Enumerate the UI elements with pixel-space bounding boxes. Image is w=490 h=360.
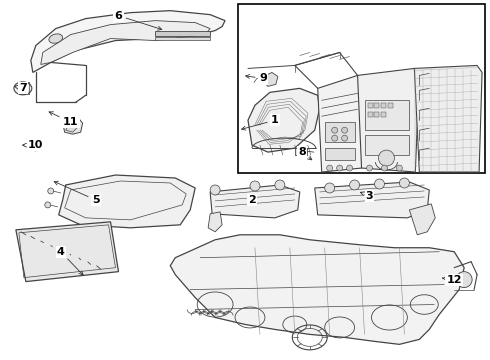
Polygon shape xyxy=(415,66,482,172)
Bar xyxy=(382,112,387,117)
Bar xyxy=(238,4,485,173)
Circle shape xyxy=(332,135,338,141)
Circle shape xyxy=(325,183,335,193)
Text: 12: 12 xyxy=(442,275,462,285)
Bar xyxy=(295,148,307,155)
Polygon shape xyxy=(16,222,119,282)
Text: 7: 7 xyxy=(15,84,27,93)
Text: 2: 2 xyxy=(248,195,256,205)
Polygon shape xyxy=(210,185,300,218)
Polygon shape xyxy=(358,68,419,172)
Circle shape xyxy=(378,150,394,166)
Polygon shape xyxy=(31,11,225,72)
Circle shape xyxy=(337,165,343,171)
Bar xyxy=(325,148,355,160)
Text: 5: 5 xyxy=(54,181,99,205)
Text: 4: 4 xyxy=(57,247,83,275)
Ellipse shape xyxy=(32,142,40,148)
Circle shape xyxy=(346,165,353,171)
Circle shape xyxy=(374,179,385,189)
Text: 6: 6 xyxy=(115,11,162,30)
Circle shape xyxy=(399,178,409,188)
Polygon shape xyxy=(409,204,435,235)
Bar xyxy=(325,122,355,142)
Circle shape xyxy=(396,165,402,171)
Circle shape xyxy=(250,181,260,191)
Polygon shape xyxy=(41,21,210,64)
Bar xyxy=(374,103,379,108)
Circle shape xyxy=(382,165,388,171)
Circle shape xyxy=(210,185,220,195)
Bar xyxy=(155,37,210,40)
Polygon shape xyxy=(315,182,429,218)
Bar xyxy=(365,100,409,130)
Polygon shape xyxy=(262,72,278,86)
Polygon shape xyxy=(63,118,83,134)
Polygon shape xyxy=(208,212,222,232)
Text: 11: 11 xyxy=(49,112,78,127)
Polygon shape xyxy=(318,75,365,172)
Circle shape xyxy=(367,165,372,171)
Bar xyxy=(374,112,379,117)
Bar xyxy=(368,103,372,108)
Circle shape xyxy=(342,127,347,133)
Bar xyxy=(155,31,210,36)
Circle shape xyxy=(332,127,338,133)
Text: 3: 3 xyxy=(361,191,373,201)
Bar xyxy=(382,103,387,108)
Circle shape xyxy=(342,135,347,141)
Text: 9: 9 xyxy=(245,73,267,84)
Polygon shape xyxy=(248,88,319,152)
Bar xyxy=(389,103,393,108)
Circle shape xyxy=(275,180,285,190)
Bar xyxy=(368,112,372,117)
Polygon shape xyxy=(59,175,195,228)
Polygon shape xyxy=(171,235,464,345)
Circle shape xyxy=(327,165,333,171)
Text: 8: 8 xyxy=(298,147,312,160)
Bar xyxy=(365,135,409,155)
Circle shape xyxy=(45,202,51,208)
Polygon shape xyxy=(66,123,76,132)
Circle shape xyxy=(48,188,54,194)
Ellipse shape xyxy=(49,34,63,43)
Ellipse shape xyxy=(28,140,44,150)
Ellipse shape xyxy=(14,82,32,95)
Circle shape xyxy=(349,180,360,190)
Text: 1: 1 xyxy=(242,115,279,130)
Text: 10: 10 xyxy=(23,140,44,150)
Circle shape xyxy=(456,272,472,288)
